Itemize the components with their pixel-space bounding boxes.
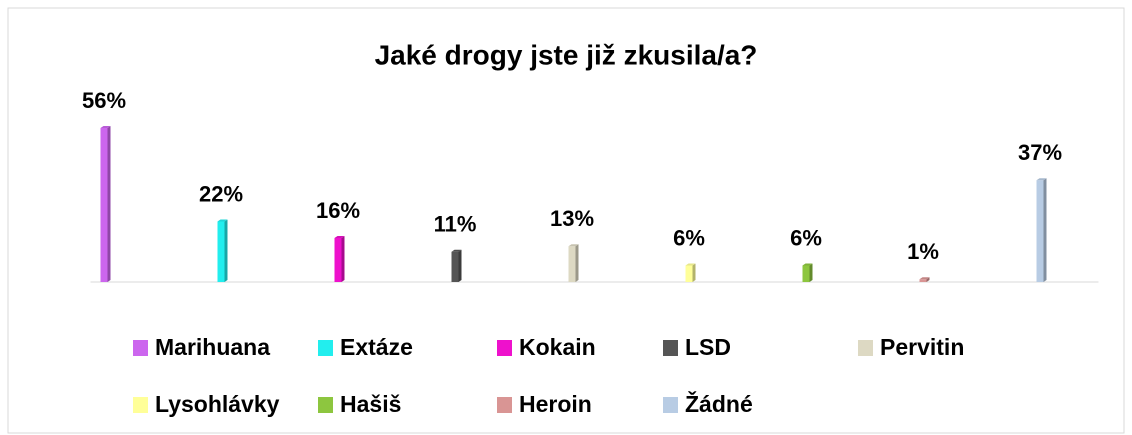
legend-swatch (133, 397, 148, 413)
legend-swatch (663, 340, 678, 356)
legend-swatch (497, 397, 512, 413)
bar-top (100, 126, 111, 128)
bar-side (926, 277, 930, 282)
value-label: 37% (1018, 140, 1062, 165)
value-label: 16% (316, 198, 360, 223)
legend-label: Lysohlávky (155, 391, 280, 417)
bar (100, 126, 111, 282)
bar-front (100, 128, 108, 282)
value-label: 56% (82, 88, 126, 113)
bar-front (1036, 180, 1044, 282)
bar-side (692, 263, 696, 282)
bar-front (217, 221, 225, 282)
bar-top (334, 236, 345, 238)
legend-swatch (497, 340, 512, 356)
bar-side (575, 244, 579, 282)
legend-swatch (318, 340, 333, 356)
bar (334, 236, 345, 282)
bar-front (802, 265, 810, 282)
bar-side (107, 126, 111, 282)
bar-front (685, 265, 693, 282)
legend-label: Marihuana (155, 334, 270, 360)
legend-swatch (663, 397, 678, 413)
bar-top (802, 263, 813, 266)
bar-side (224, 219, 228, 282)
bar-top (451, 249, 462, 252)
bar (451, 249, 462, 282)
bar (1036, 178, 1047, 282)
bar-front (451, 251, 459, 282)
legend-label: Hašiš (340, 391, 401, 417)
bar-top (1036, 178, 1047, 181)
bar (919, 277, 930, 282)
legend-swatch (858, 340, 873, 356)
legend-label: Heroin (519, 391, 592, 417)
chart-frame (7, 7, 1125, 434)
value-label: 11% (434, 212, 477, 237)
bar-front (568, 246, 576, 282)
legend-label: Pervitin (880, 334, 964, 360)
bar-top (217, 219, 228, 222)
legend-label: Extáze (340, 334, 413, 360)
value-label: 13% (550, 206, 594, 231)
bar (685, 263, 696, 282)
bar-front (919, 279, 927, 282)
legend-label: LSD (685, 334, 731, 360)
value-label: 6% (673, 225, 705, 250)
value-label: 22% (199, 181, 243, 206)
chart-title: Jaké drogy jste již zkusila/a? (375, 39, 758, 70)
bar (568, 244, 579, 282)
bar-side (458, 249, 462, 282)
value-label: 1% (907, 239, 939, 264)
bar-front (334, 238, 342, 282)
value-label: 6% (790, 225, 822, 250)
legend-label: Žádné (685, 390, 753, 417)
bar-side (1043, 178, 1047, 282)
legend-swatch (318, 397, 333, 413)
legend-label: Kokain (519, 334, 596, 360)
bar-top (568, 244, 579, 247)
bar (802, 263, 813, 282)
bar-side (341, 236, 345, 282)
bar (217, 219, 228, 282)
bar-side (809, 263, 813, 282)
bar-top (919, 277, 930, 280)
legend-swatch (133, 340, 148, 356)
bar-top (685, 263, 696, 266)
